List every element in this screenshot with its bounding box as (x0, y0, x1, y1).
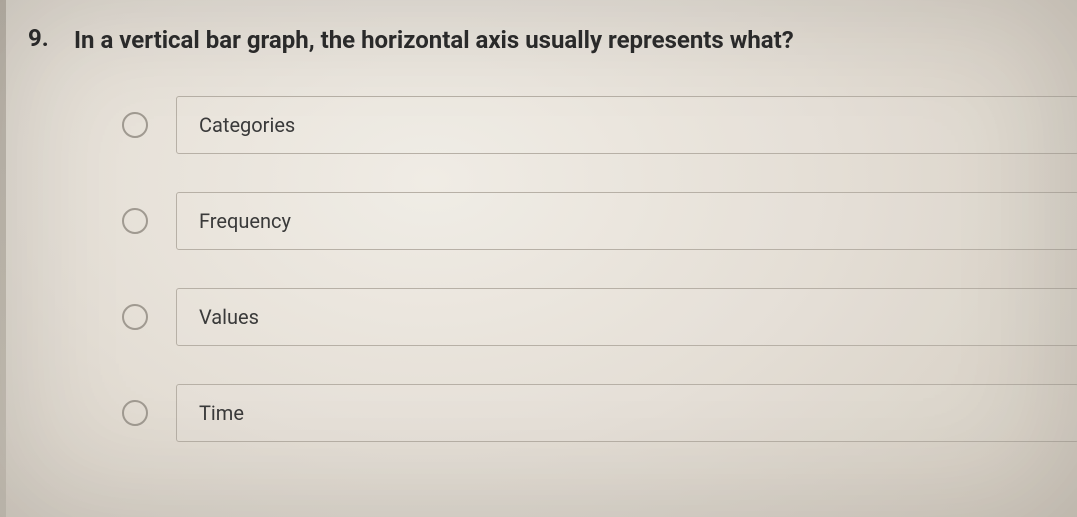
radio-option-3[interactable] (122, 304, 148, 330)
radio-option-1[interactable] (122, 112, 148, 138)
option-label: Time (199, 401, 244, 425)
options-list: Categories Frequency Values Time (122, 96, 1077, 442)
radio-option-2[interactable] (122, 208, 148, 234)
option-box-1[interactable]: Categories (176, 96, 1077, 154)
option-box-3[interactable]: Values (176, 288, 1077, 346)
option-row: Categories (122, 96, 1077, 154)
question-container: 9. In a vertical bar graph, the horizont… (0, 0, 1077, 442)
question-number: 9. (28, 24, 56, 52)
radio-option-4[interactable] (122, 400, 148, 426)
option-label: Frequency (199, 209, 291, 233)
question-header: 9. In a vertical bar graph, the horizont… (28, 24, 1077, 56)
option-label: Values (199, 305, 259, 329)
option-row: Frequency (122, 192, 1077, 250)
option-label: Categories (199, 113, 295, 137)
option-box-4[interactable]: Time (176, 384, 1077, 442)
option-box-2[interactable]: Frequency (176, 192, 1077, 250)
question-text: In a vertical bar graph, the horizontal … (74, 24, 794, 56)
option-row: Time (122, 384, 1077, 442)
option-row: Values (122, 288, 1077, 346)
